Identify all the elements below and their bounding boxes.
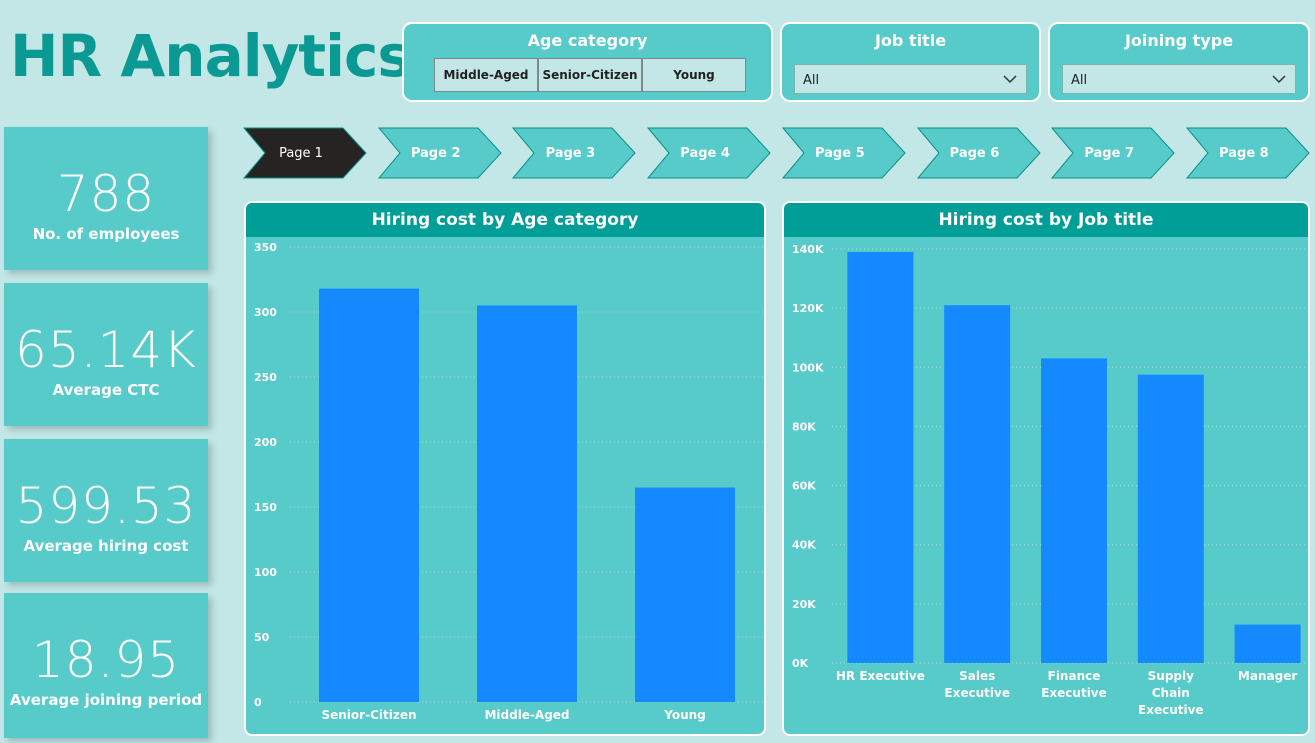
page-tab-1[interactable]: Page 1 <box>243 127 367 179</box>
y-tick-label: 60K <box>792 480 816 493</box>
page-tab-7[interactable]: Page 7 <box>1051 127 1175 179</box>
y-tick-label: 100K <box>792 361 824 374</box>
job-title-label: Job title <box>874 31 947 50</box>
bar-supply-chain-executive[interactable] <box>1137 374 1204 663</box>
y-tick-label: 350 <box>254 241 277 254</box>
y-tick-label: 0K <box>792 657 809 670</box>
age-option-senior-citizen[interactable]: Senior-Citizen <box>538 58 642 92</box>
page-tab-shape <box>1051 127 1175 179</box>
page-tab-label: Page 2 <box>410 145 461 161</box>
page-tab-shape <box>1185 127 1310 179</box>
y-tick-label: 150 <box>254 501 277 514</box>
page-tab-shape <box>377 127 502 179</box>
kpi-value: 18.95 <box>31 631 181 689</box>
x-tick-label: Manager <box>1238 669 1297 683</box>
kpi-label: Average CTC <box>52 381 160 399</box>
job-title-dropdown[interactable]: All <box>794 64 1027 94</box>
job-title-bar-chart: 0K 20K 40K 60K 80K 100K 120K 140K HR Executive Sa… <box>792 243 1308 717</box>
kpi-card-employees: 788 No. of employees <box>4 127 208 270</box>
age-option-young[interactable]: Young <box>642 58 746 92</box>
chevron-down-icon <box>1003 75 1017 84</box>
page-tab-shape <box>243 127 367 179</box>
age-category-slicer: Age category Middle-Aged Senior-Citizen … <box>402 22 773 102</box>
page-tab-shape <box>781 127 906 179</box>
x-tick-label: Sales Executive <box>944 669 1010 700</box>
bar-young[interactable] <box>635 487 735 703</box>
chart-title: Hiring cost by Age category <box>246 203 764 237</box>
x-tick-label: Young <box>663 708 706 722</box>
x-tick-label: HR Executive <box>836 669 925 683</box>
x-tick-label: Supply Chain Executive <box>1138 669 1204 717</box>
job-title-slicer: Job title All <box>780 22 1041 102</box>
kpi-label: Average hiring cost <box>23 537 189 555</box>
x-tick-label: Senior-Citizen <box>321 708 416 722</box>
page-tab-4[interactable]: Page 4 <box>647 127 771 179</box>
y-tick-label: 120K <box>792 302 824 315</box>
page-tab-label: Page 1 <box>279 145 323 161</box>
page-tab-label: Page 4 <box>680 145 730 161</box>
chevron-down-icon <box>1272 75 1286 84</box>
joining-type-dropdown[interactable]: All <box>1062 64 1296 94</box>
y-tick-label: 300 <box>254 306 277 319</box>
x-tick-label: Finance Executive <box>1041 669 1107 700</box>
bar-hr-executive[interactable] <box>847 251 914 663</box>
bar-finance-executive[interactable] <box>1041 358 1107 663</box>
y-tick-label: 140K <box>792 243 824 256</box>
joining-type-slicer: Joining type All <box>1048 22 1310 102</box>
page-tab-shape <box>916 127 1041 179</box>
chart-title: Hiring cost by Job title <box>784 203 1308 237</box>
page-tab-label: Page 6 <box>949 145 1000 161</box>
y-tick-label: 0 <box>254 696 262 709</box>
y-tick-label: 100 <box>254 566 277 579</box>
bar-manager[interactable] <box>1234 624 1301 663</box>
page-tab-shape <box>647 127 771 179</box>
y-tick-label: 50 <box>254 631 270 644</box>
job-title-chart-panel: Hiring cost by Job title 0K 20K 40K 60K 80K 1… <box>782 201 1310 736</box>
kpi-label: Average joining period <box>9 691 203 709</box>
kpi-value: 599.53 <box>15 477 197 535</box>
y-tick-label: 80K <box>792 420 816 433</box>
page-tab-6[interactable]: Page 6 <box>916 127 1041 179</box>
page-tab-label: Page 5 <box>814 145 865 161</box>
dashboard-title: HR Analytics <box>10 22 412 90</box>
job-title-value: All <box>803 73 820 88</box>
kpi-value: 65.14K <box>15 321 197 379</box>
y-tick-label: 40K <box>792 539 816 552</box>
joining-type-value: All <box>1071 73 1088 88</box>
kpi-label: No. of employees <box>32 225 180 243</box>
bar-sales-executive[interactable] <box>944 305 1011 663</box>
page-tab-8[interactable]: Page 8 <box>1185 127 1310 179</box>
page-tab-label: Page 7 <box>1084 145 1135 161</box>
page-tab-shape <box>512 127 637 179</box>
y-tick-label: 20K <box>792 598 816 611</box>
age-category-chart-panel: Hiring cost by Age category 0 50 100 150 200… <box>244 201 766 736</box>
kpi-value: 788 <box>56 165 156 223</box>
joining-type-label: Joining type <box>1124 31 1234 50</box>
age-category-bar-chart: 0 50 100 150 200 250 300 350 Senior-Citizen Middl… <box>254 241 764 722</box>
kpi-card-average-ctc: 65.14K Average CTC <box>4 283 208 426</box>
page-tab-label: Page 8 <box>1219 145 1269 161</box>
y-tick-label: 200 <box>254 436 277 449</box>
kpi-card-average-joining-period: 18.95 Average joining period <box>4 593 208 738</box>
page-tab-2[interactable]: Page 2 <box>377 127 502 179</box>
page-tab-5[interactable]: Page 5 <box>781 127 906 179</box>
y-tick-label: 250 <box>254 371 277 384</box>
bar-senior-citizen[interactable] <box>319 288 419 702</box>
age-category-label: Age category <box>527 31 648 50</box>
page-tab-label: Page 3 <box>545 145 596 161</box>
bar-middle-aged[interactable] <box>477 305 577 703</box>
x-tick-label: Middle-Aged <box>484 708 569 722</box>
page-tab-3[interactable]: Page 3 <box>512 127 637 179</box>
kpi-card-average-hiring-cost: 599.53 Average hiring cost <box>4 439 208 582</box>
age-option-middle-aged[interactable]: Middle-Aged <box>434 58 538 92</box>
